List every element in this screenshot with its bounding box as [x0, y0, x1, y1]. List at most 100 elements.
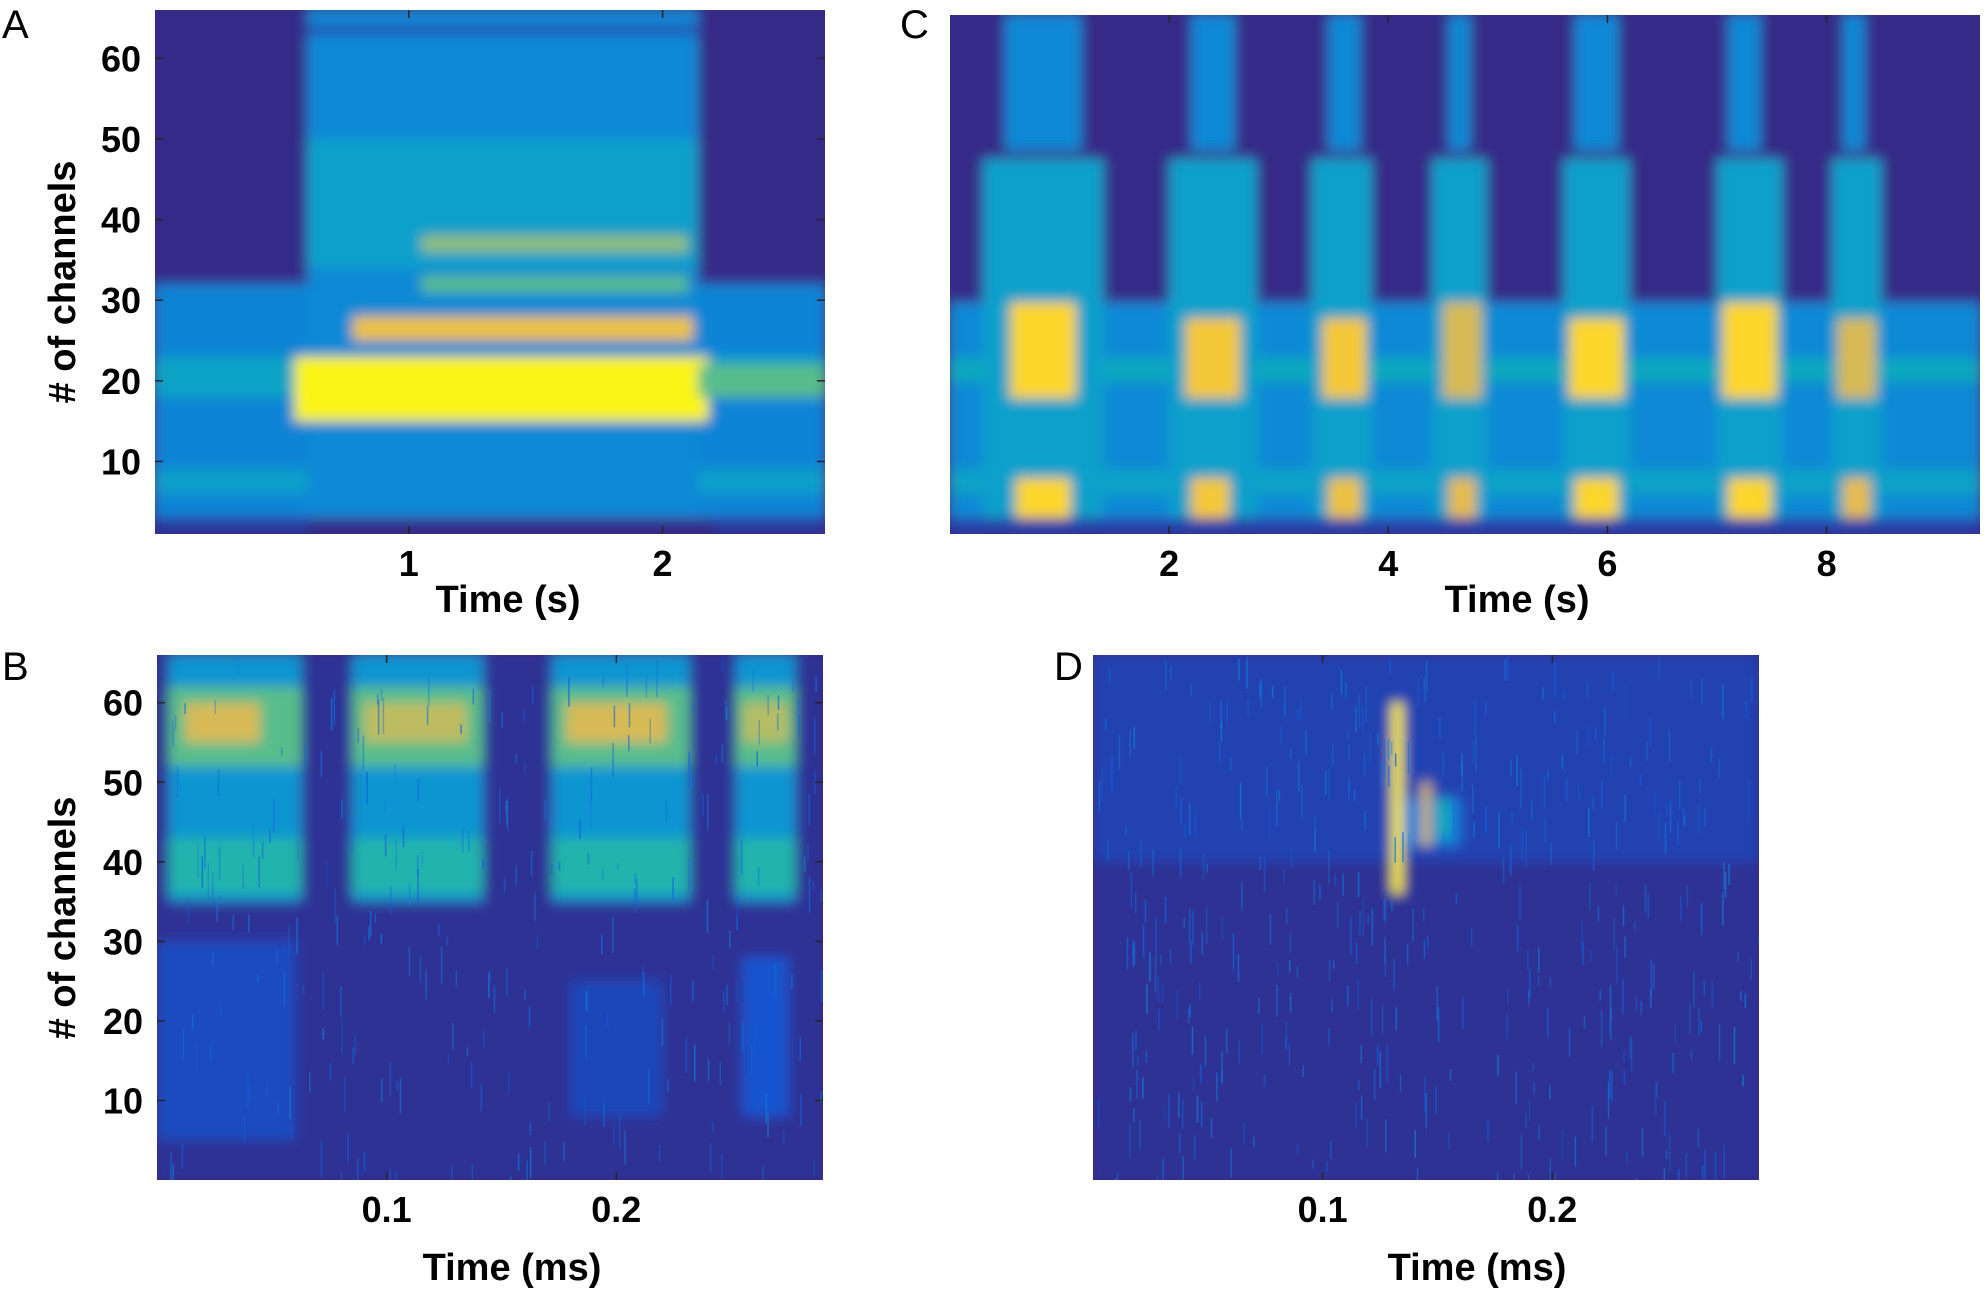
texture-streak-b [273, 798, 275, 833]
texture-streak-d [1758, 1060, 1759, 1089]
texture-streak-d [1175, 786, 1177, 809]
x-tick-label-a: 2 [653, 543, 673, 584]
texture-streak-b [389, 1060, 392, 1097]
heatmap-b-region-15 [565, 702, 667, 743]
heatmap-b-noise [167, 656, 823, 1180]
texture-streak-d [1260, 679, 1263, 708]
heatmap-b-region-1 [157, 941, 295, 1141]
texture-streak-d [1455, 892, 1458, 905]
texture-streak-d [1742, 1074, 1744, 1087]
heatmap-c-region-18 [1443, 302, 1482, 399]
x-tick-label-c: 8 [1817, 543, 1837, 584]
texture-streak-b [501, 712, 503, 728]
texture-streak-d [1484, 702, 1487, 716]
heatmap-b-region-2 [570, 981, 663, 1117]
texture-streak-b [641, 964, 644, 990]
texture-streak-d [1425, 660, 1428, 693]
texture-streak-b [558, 862, 561, 871]
texture-streak-d [1607, 1081, 1610, 1119]
texture-streak-d [1600, 780, 1603, 811]
texture-streak-d [1639, 775, 1642, 787]
texture-streak-d [1337, 900, 1339, 929]
texture-streak-d [1328, 768, 1330, 801]
texture-streak-d [1453, 799, 1455, 837]
heatmap-b-region-19 [742, 702, 789, 743]
texture-streak-d [1178, 1133, 1181, 1153]
texture-streak-d [1384, 890, 1387, 924]
texture-streak-b [428, 672, 430, 706]
x-ticks-b: 0.1 0.2 [362, 655, 641, 1230]
texture-streak-b [661, 1018, 664, 1047]
texture-streak-b [417, 777, 420, 802]
texture-streak-d [1182, 1099, 1184, 1130]
texture-streak-b [396, 1081, 398, 1091]
texture-streak-b [628, 735, 630, 752]
texture-streak-d [1644, 883, 1647, 913]
y-axis-label-b: # of channels [42, 797, 84, 1040]
texture-streak-b [529, 1146, 532, 1179]
texture-streak-d [1697, 1128, 1700, 1148]
texture-streak-d [1381, 1005, 1384, 1035]
texture-streak-d [1285, 1036, 1287, 1046]
texture-streak-d [1386, 1044, 1388, 1083]
texture-streak-d [1599, 989, 1602, 1001]
texture-streak-b [201, 856, 204, 888]
texture-streak-b [167, 872, 170, 897]
texture-streak-d [1194, 811, 1196, 834]
texture-streak-d [1498, 811, 1500, 848]
texture-streak-d [1108, 667, 1111, 685]
texture-streak-d [1269, 913, 1272, 945]
texture-streak-d [1129, 730, 1131, 757]
heatmap-c-region-11 [1191, 478, 1230, 519]
texture-streak-d [1154, 956, 1157, 994]
texture-streak-d [1220, 721, 1223, 741]
heatmap-c-region-32 [950, 518, 1980, 534]
texture-streak-d [1704, 1149, 1706, 1180]
texture-streak-b [792, 679, 795, 692]
y-tick-label-b: 40 [103, 842, 143, 883]
texture-streak-d [1737, 952, 1739, 963]
texture-streak-d [1576, 730, 1579, 755]
texture-streak-d [1407, 742, 1410, 774]
texture-streak-b [276, 949, 278, 965]
texture-streak-b [341, 799, 343, 819]
texture-streak-d [1750, 958, 1752, 980]
texture-streak-d [1698, 1008, 1700, 1036]
texture-streak-d [1423, 907, 1425, 922]
heatmap-c-region-23 [1574, 478, 1619, 519]
x-tick-label-b: 0.2 [591, 1189, 641, 1230]
y-tick-label-b: 30 [103, 921, 143, 962]
heatmap-b-region-13 [552, 837, 690, 894]
texture-streak-b [296, 917, 298, 954]
texture-streak-b [544, 1140, 546, 1166]
texture-streak-d [1220, 700, 1222, 729]
heatmap-d-region-3 [1391, 702, 1404, 894]
texture-streak-b [563, 1142, 565, 1162]
texture-streak-b [736, 915, 738, 932]
texture-streak-b [728, 1022, 731, 1046]
texture-streak-d [1232, 933, 1235, 970]
texture-streak-d [1325, 1179, 1328, 1180]
texture-streak-b [721, 743, 724, 763]
texture-streak-b [357, 1157, 359, 1180]
texture-streak-d [1470, 927, 1473, 948]
texture-streak-b [322, 1028, 325, 1040]
texture-streak-d [1200, 1101, 1203, 1128]
texture-streak-d [1359, 910, 1361, 936]
texture-streak-b [380, 1078, 383, 1103]
texture-streak-d [1357, 872, 1360, 898]
texture-streak-d [1630, 1038, 1633, 1072]
texture-streak-d [1529, 969, 1531, 998]
texture-streak-d [1276, 984, 1278, 1017]
texture-streak-d [1700, 903, 1703, 936]
texture-streak-d [1622, 978, 1624, 1015]
texture-streak-d [1206, 864, 1208, 873]
texture-streak-d [1384, 957, 1387, 977]
texture-streak-d [1633, 921, 1636, 931]
texture-streak-d [1348, 743, 1350, 761]
texture-streak-d [1247, 698, 1249, 718]
texture-streak-d [1391, 898, 1393, 911]
texture-streak-d [1210, 1118, 1213, 1139]
texture-streak-d [1289, 748, 1292, 759]
texture-streak-d [1118, 734, 1121, 770]
